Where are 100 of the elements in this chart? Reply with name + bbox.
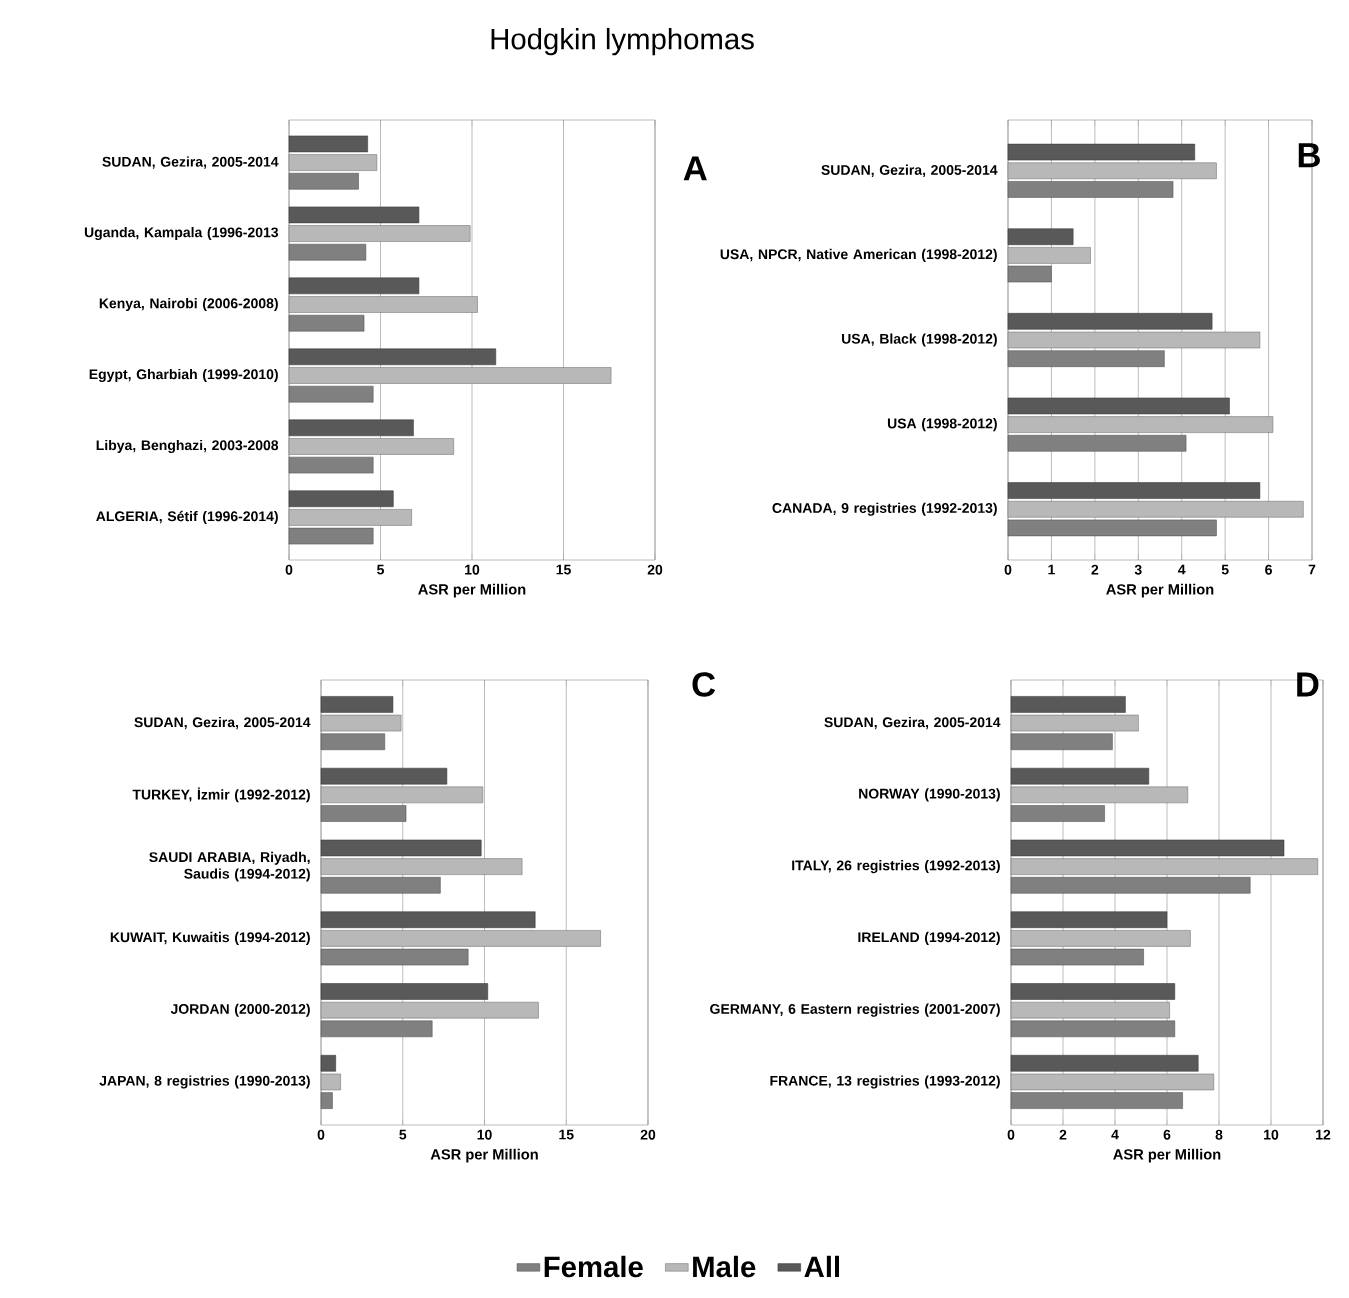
x-tick-label: 2 [1091,564,1099,575]
bar [1010,696,1126,713]
x-axis-title: ASR per Million [1106,583,1214,598]
x-tick-label: 10 [477,1129,492,1140]
bar [320,858,523,875]
x-tick-label: 4 [1178,564,1186,575]
x-tick-label: 7 [1308,564,1316,575]
bar [288,135,368,153]
bar [1010,1073,1215,1091]
bar [1010,911,1168,928]
bar [1007,228,1074,245]
annotation: B [1298,143,1320,168]
x-tick-label: 12 [1316,1129,1331,1140]
bar [320,1055,336,1072]
bar [288,509,412,526]
bar [288,206,420,224]
y-tick-label: ALGERIA, Sétif (1996-2014) [96,510,278,525]
legend-label: Male [693,1255,756,1278]
bar [288,348,497,366]
bar [1007,313,1213,330]
chart-title: Hodgkin lymphomas [491,27,754,56]
x-tick-label: 2 [1059,1129,1067,1140]
x-tick-label: 0 [317,1129,325,1140]
y-tick-label: FRANCE, 13 registries (1993-2012) [770,1075,1000,1089]
bar [320,911,536,928]
bar [320,930,601,947]
bar [320,786,484,804]
bar [320,1073,341,1091]
bar [1010,983,1176,1000]
bar [320,983,489,1000]
x-axis-title: ASR per Million [1113,1148,1221,1163]
y-tick-label: Uganda, Kampala (1996-2013 [84,227,279,241]
x-tick-label: 0 [1004,564,1012,575]
y-tick-label: USA (1998-2012) [887,418,997,432]
bar [288,296,478,313]
text: A [683,156,707,181]
y-tick-label: NORWAY (1990-2013) [859,788,1000,802]
y-tick-label: USA, NPCR, Native American (1998-2012) [720,248,997,262]
bar [288,490,394,508]
y-tick-label: Kenya, Nairobi (2006-2008) [99,298,278,312]
x-tick-label: 0 [1007,1129,1015,1140]
x-tick-label: 5 [377,564,384,575]
bar [1010,1001,1170,1019]
x-tick-label: 4 [1111,1129,1119,1140]
y-tick-label: SUDAN, Gezira, 2005-2014 [134,716,311,730]
y-tick-label: TURKEY, İzmir (1992-2012) [132,787,310,803]
bar [320,767,448,785]
bar [320,1001,539,1019]
bar [1010,930,1191,947]
bar [1007,416,1274,433]
y-tick-label: SUDAN, Gezira, 2005-2014 [102,156,279,169]
x-tick-label: 20 [647,564,663,575]
x-tick-label: 20 [640,1129,656,1140]
y-tick-label: ITALY, 26 registries (1992-2013) [792,860,1000,874]
bar [320,714,402,732]
bar [1010,1055,1199,1072]
y-tick-label: CANADA, 9 registries (1992-2013) [772,502,997,516]
x-tick-label: 8 [1215,1129,1223,1140]
x-tick-label: 10 [465,564,480,575]
bar [1007,143,1196,161]
y-tick-label: IRELAND (1994-2012) [858,931,1000,945]
y-tick-label: Egypt, Gharbiah (1999-2010) [89,368,278,383]
x-tick-label: 1 [1048,564,1055,575]
bar [1007,482,1261,499]
bar [288,277,420,295]
y-tick-label: JORDAN (2000-2012) [170,1003,310,1017]
x-axis-title: ASR per Million [430,1148,538,1163]
x-tick-label: 10 [1264,1129,1279,1140]
bar [1007,331,1261,349]
x-tick-label: 6 [1163,1129,1171,1140]
bar [1010,786,1189,804]
annotation: D [1297,672,1319,697]
x-tick-label: 0 [285,564,293,575]
y-tick-label: KUWAIT, Kuwaitis (1994-2012) [110,931,310,945]
x-axis-title: ASR per Million [418,583,526,598]
x-tick-label: 3 [1134,564,1142,575]
y-tick-label: GERMANY, 6 Eastern registries (2001-2007) [710,1003,1000,1017]
y-tick-label: USA, Black (1998-2012) [842,333,997,347]
bar [1007,247,1091,264]
y-tick-label: SAUDI ARABIA, Riyadh, Saudis (1994-2012) [149,851,310,882]
bar [288,367,612,384]
bar [1007,500,1304,518]
bar [1007,162,1217,180]
x-tick-label: 15 [556,564,571,575]
bar [288,154,378,171]
legend-label: Female [544,1255,643,1278]
bar [1010,767,1150,785]
x-tick-label: 15 [559,1129,574,1140]
y-tick-label: Libya, Benghazi, 2003-2008 [96,439,279,454]
x-tick-label: 6 [1265,564,1272,575]
legend-label: All [804,1255,840,1278]
bar [1010,858,1319,875]
bar [1010,714,1139,732]
y-tick-label: SUDAN, Gezira, 2005-2014 [821,164,998,177]
bar [288,419,414,437]
y-tick-label: SUDAN, Gezira, 2005-2014 [824,716,1001,730]
x-tick-label: 5 [399,1129,407,1140]
bar [288,438,454,455]
bar [1007,397,1230,415]
text: C [692,672,716,697]
